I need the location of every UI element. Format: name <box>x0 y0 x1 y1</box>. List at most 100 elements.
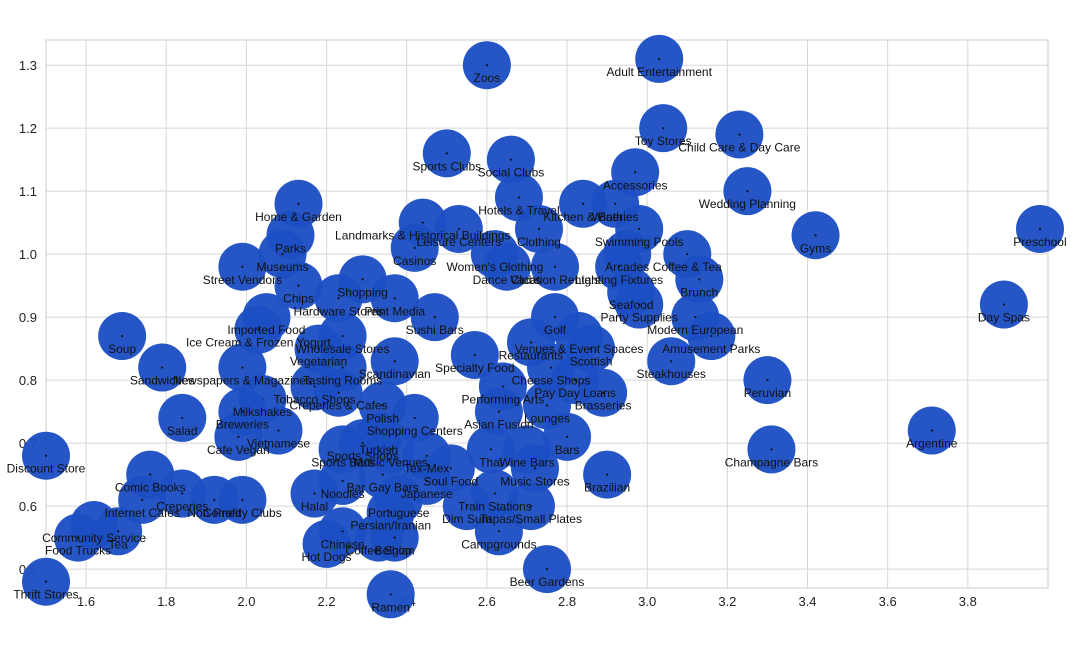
bubble-label: Cafe Vegan <box>207 443 270 457</box>
x-tick-label: 3.2 <box>718 594 736 609</box>
bubble-center-dot <box>497 530 501 533</box>
bubble-label: Gyms <box>800 241 831 255</box>
bubble-center-dot <box>241 265 244 268</box>
bubble-label: Thrift Stores <box>13 588 78 602</box>
bubble-label: Home & Garden <box>255 210 342 224</box>
bubble-label: Portuguese <box>368 506 430 520</box>
bubble-label: Brazilian <box>584 481 630 495</box>
bubble-label: Tapas/Small Plates <box>480 512 582 526</box>
bubble-center-dot <box>529 341 533 344</box>
bubble-label: Polish <box>366 411 399 425</box>
bubble-center-dot <box>501 385 505 388</box>
bubble-label: Sushi Bars <box>406 323 464 337</box>
bubble-center-dot <box>281 253 284 256</box>
bubble-center-dot <box>589 347 593 350</box>
bubble-label: Day Spas <box>978 311 1030 325</box>
bubble-center-dot <box>509 158 513 161</box>
bubble-label: Thai <box>479 455 502 469</box>
y-tick-label: 0.6 <box>19 499 37 514</box>
bubble-center-dot <box>449 467 452 470</box>
bubble-label: Sandwiches <box>130 374 195 388</box>
bubble-label: Wineries <box>592 210 639 224</box>
bubble-label: Adult Entertainment <box>607 65 713 79</box>
x-tick-label: 2.8 <box>558 594 576 609</box>
bubble-center-dot <box>44 454 48 457</box>
bubble-center-dot <box>1002 303 1006 306</box>
bubble-label: Sports Clubs <box>412 159 481 173</box>
bubble-center-dot <box>694 316 697 319</box>
bubble-center-dot <box>393 536 396 539</box>
bubble-center-dot <box>553 265 557 268</box>
bubble-label: Wedding Planning <box>699 197 796 211</box>
bubble-center-dot <box>341 479 344 483</box>
bubble-label: Cheese Shops <box>512 374 591 388</box>
bubble-label: Newspapers & Magazines <box>173 374 312 388</box>
bubble-label: Comedy Clubs <box>203 506 282 520</box>
bubble-center-dot <box>341 334 344 338</box>
bubble-center-dot <box>634 171 637 174</box>
bubble-label: Arcades <box>605 260 649 274</box>
bubble-label: Wine Bars <box>499 455 554 469</box>
bubble-label: Amusement Parks <box>662 342 760 356</box>
bubble-label: Argentine <box>906 437 958 451</box>
bubble-label: Venues & Event Spaces <box>515 342 644 356</box>
bubble-center-dot <box>44 580 48 583</box>
bubble-label: Child Care & Day Care <box>678 140 800 154</box>
bubble-center-dot <box>149 473 152 476</box>
bubble-label: Asian Fusion <box>464 418 533 432</box>
bubble-label: Community Service <box>42 531 146 545</box>
bubble-label: Sports Bars <box>311 455 374 469</box>
bubble-center-dot <box>614 202 617 205</box>
bubble-label: Leisure Centers <box>416 235 501 249</box>
bubble-label: Zoos <box>474 71 501 85</box>
bubble-label: Creperies <box>156 500 208 514</box>
bubble-label: Pay Day Loans <box>534 386 615 400</box>
bubble-center-dot <box>638 227 641 231</box>
y-tick-label: 1.1 <box>19 184 37 199</box>
bubble-label: Coffee Shop <box>345 544 412 558</box>
bubble-center-dot <box>361 442 364 445</box>
bubble-label: Clothing <box>517 235 561 249</box>
x-tick-label: 3.8 <box>959 594 977 609</box>
bubble-label: Social Clubs <box>478 166 545 180</box>
bubble-label: Toy Stores <box>635 134 692 148</box>
x-tick-label: 3.0 <box>638 594 656 609</box>
bubble-center-dot <box>545 404 549 407</box>
bubble-center-dot <box>393 360 396 363</box>
bubble-label: Bar Gay Bars <box>347 481 419 495</box>
bubble-label: Noodles <box>321 487 365 501</box>
bubble-center-dot <box>241 498 244 501</box>
bubble-center-dot <box>670 360 673 363</box>
bubble-label: Comic Books <box>115 481 186 495</box>
bubble-center-dot <box>602 391 605 394</box>
bubble-center-dot <box>485 64 488 67</box>
bubble-label: Restaurants <box>499 348 564 362</box>
bubble-label: Peruvian <box>744 386 791 400</box>
bubble-label: Vacation Rentals <box>510 273 600 287</box>
bubble-label: Accessories <box>603 178 668 192</box>
bubble-center-dot <box>341 530 344 533</box>
bubble-center-dot <box>297 202 300 205</box>
bubble-center-dot <box>746 190 749 193</box>
bubble-center-dot <box>465 505 468 508</box>
x-tick-label: 3.4 <box>798 594 816 609</box>
bubble-center-dot <box>565 435 569 438</box>
bubble-label: Japanese <box>401 487 453 501</box>
bubble-label: Milkshakes <box>233 405 292 419</box>
bubble-center-dot <box>549 366 553 369</box>
bubble-label: Steakhouses <box>637 367 706 381</box>
bubble-label: Champagne Bars <box>725 455 818 469</box>
bubble-label: Lounges <box>524 411 570 425</box>
bubble-center-dot <box>698 278 701 281</box>
y-tick-label: 0.8 <box>19 373 37 388</box>
bubble-center-dot <box>537 227 541 231</box>
bubble-center-dot <box>529 505 533 508</box>
bubble-label: Seafood <box>609 298 654 312</box>
bubble-label: Ice Cream & Frozen Yogurt <box>186 336 331 350</box>
bubble-center-dot <box>445 152 448 155</box>
bubble-label: Lighting Fixtures <box>575 273 663 287</box>
bubble-center-dot <box>766 379 769 382</box>
bubble-label: Shopping <box>337 285 388 299</box>
bubble-label: Specialty Food <box>435 361 514 375</box>
